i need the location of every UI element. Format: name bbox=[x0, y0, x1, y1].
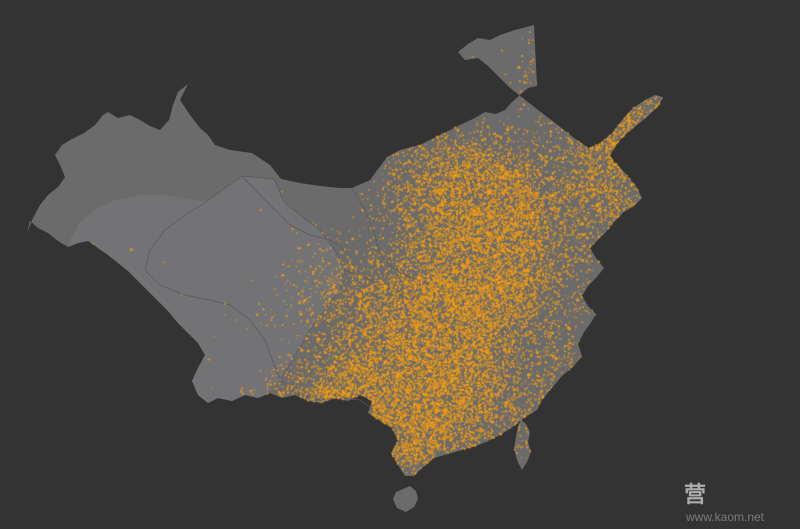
svg-text:www.kaom.net: www.kaom.net bbox=[685, 510, 765, 524]
svg-text:营: 营 bbox=[684, 482, 706, 507]
